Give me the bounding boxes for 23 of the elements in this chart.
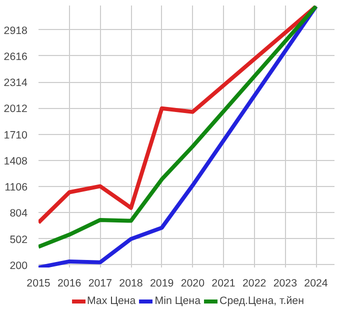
x-tick-label: 2018 [119, 278, 143, 290]
y-tick-label: 2918 [4, 24, 28, 37]
legend-label: Min Цена [154, 295, 201, 307]
y-tick-label: 1710 [4, 129, 28, 142]
x-tick-label: 2024 [304, 278, 328, 290]
x-tick-label: 2019 [150, 278, 174, 290]
y-tick-label: 2012 [4, 103, 28, 116]
x-tick-label: 2020 [180, 278, 205, 290]
x-tick-label: 2023 [273, 278, 298, 290]
x-tick-label: 2016 [57, 278, 82, 290]
y-tick-label: 2314 [4, 77, 28, 90]
y-tick-label: 804 [10, 208, 28, 220]
x-tick-label: 2022 [242, 278, 266, 290]
x-tick-label: 2017 [88, 278, 112, 290]
y-tick-label: 502 [10, 234, 28, 246]
x-tick-label: 2021 [212, 278, 236, 290]
x-tick-label: 2015 [26, 278, 50, 290]
y-tick-label: 1408 [4, 155, 28, 168]
y-tick-label: 2616 [4, 51, 28, 63]
y-tick-label: 1106 [4, 182, 28, 194]
legend-label: Max Цена [87, 295, 136, 307]
y-tick-label: 200 [10, 260, 28, 272]
legend-label: Сред.Цена, т.йен [220, 295, 304, 307]
